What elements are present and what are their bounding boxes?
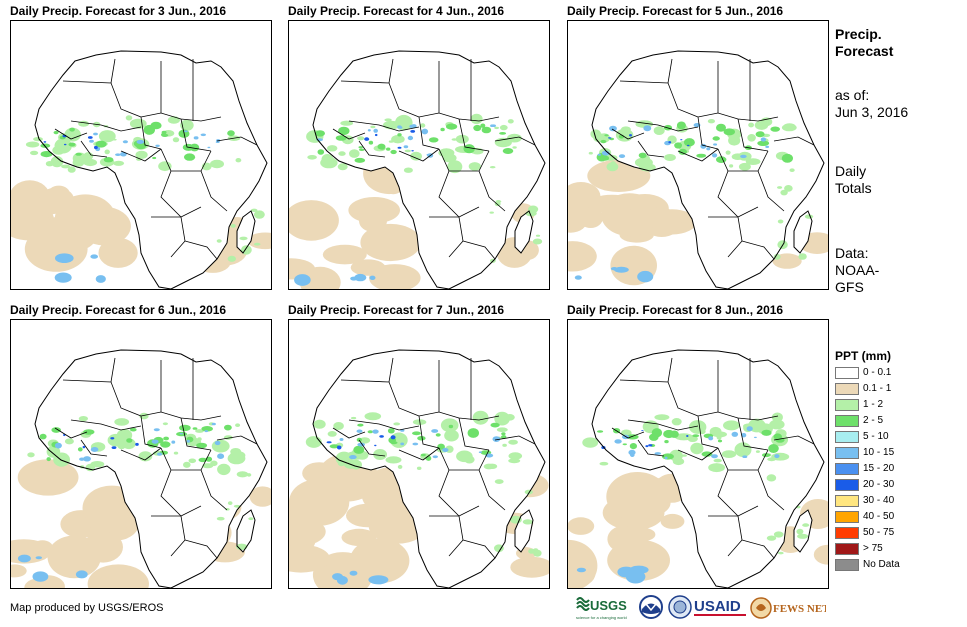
legend-swatch [835, 479, 859, 491]
legend-swatch [835, 463, 859, 475]
panel-title: Daily Precip. Forecast for 6 Jun., 2016 [10, 303, 227, 317]
legend-item: 15 - 20 [835, 463, 955, 476]
legend-item: 5 - 10 [835, 431, 955, 444]
legend-label: 15 - 20 [863, 463, 895, 474]
legend-swatch [835, 415, 859, 427]
sidebar-totals: Daily Totals [835, 163, 872, 197]
legend-item: 40 - 50 [835, 511, 955, 524]
svg-text:FEWS NET: FEWS NET [773, 603, 826, 615]
legend-item: 30 - 40 [835, 495, 955, 508]
svg-text:USGS: USGS [590, 598, 627, 613]
forecast-panel-jun-7: Daily Precip. Forecast for 7 Jun., 2016 [288, 303, 550, 589]
legend-label: 30 - 40 [863, 495, 895, 506]
sidebar-totals-line1: Daily [835, 163, 867, 179]
usaid-logo: USAID [694, 594, 748, 622]
legend-swatch [835, 543, 859, 555]
panel-title: Daily Precip. Forecast for 4 Jun., 2016 [288, 4, 505, 18]
legend-item: 0.1 - 1 [835, 383, 955, 396]
sidebar-asof: as of: Jun 3, 2016 [835, 87, 908, 121]
legend-swatch [835, 431, 859, 443]
fews-net-logo: FEWS NET [750, 594, 830, 622]
legend-label: 40 - 50 [863, 511, 895, 522]
legend-label: 0.1 - 1 [863, 383, 892, 394]
forecast-panel-jun-3: Daily Precip. Forecast for 3 Jun., 2016 [10, 4, 272, 290]
forecast-panel-jun-8: Daily Precip. Forecast for 8 Jun., 2016 [567, 303, 829, 589]
usgs-logo: USGS science for a changing world [576, 594, 632, 622]
forecast-panel-jun-4: Daily Precip. Forecast for 4 Jun., 2016 [288, 4, 550, 290]
legend-label: 1 - 2 [863, 399, 884, 410]
legend-item: No Data [835, 559, 955, 572]
legend-swatch [835, 495, 859, 507]
panel-title: Daily Precip. Forecast for 8 Jun., 2016 [567, 303, 784, 317]
precip-map [567, 319, 829, 589]
legend-swatch [835, 447, 859, 459]
sidebar-asof-date: Jun 3, 2016 [835, 104, 909, 120]
sidebar-totals-line2: Totals [835, 180, 872, 196]
sidebar-source: Data: NOAA- GFS [835, 245, 879, 296]
sidebar-asof-line1: as of: [835, 87, 870, 103]
legend-label: 10 - 15 [863, 447, 895, 458]
svg-text:USAID: USAID [694, 598, 741, 615]
sidebar-heading: Precip. Forecast [835, 26, 893, 60]
sidebar-heading-line1: Precip. [835, 26, 882, 42]
precip-map [288, 20, 550, 290]
legend-swatch [835, 367, 859, 379]
legend-label: 50 - 75 [863, 527, 895, 538]
precip-map [567, 20, 829, 290]
legend-label: 0 - 0.1 [863, 367, 892, 378]
legend-label: > 75 [863, 543, 883, 554]
legend-item: 1 - 2 [835, 399, 955, 412]
legend-swatch [835, 511, 859, 523]
legend-label: 5 - 10 [863, 431, 889, 442]
legend-item: 0 - 0.1 [835, 367, 955, 380]
svg-text:science for a changing world: science for a changing world [576, 615, 627, 620]
legend-label: 2 - 5 [863, 415, 884, 426]
panel-title: Daily Precip. Forecast for 7 Jun., 2016 [288, 303, 505, 317]
noaa-logo [638, 594, 664, 622]
legend-swatch [835, 383, 859, 395]
legend-swatch [835, 399, 859, 411]
precip-map [10, 20, 272, 290]
sidebar-heading-line2: Forecast [835, 43, 894, 59]
legend-label: 20 - 30 [863, 479, 895, 490]
map-credit: Map produced by USGS/EROS [10, 602, 164, 614]
panel-title: Daily Precip. Forecast for 3 Jun., 2016 [10, 4, 227, 18]
sidebar-source-line3: GFS [835, 279, 864, 295]
legend-item: 2 - 5 [835, 415, 955, 428]
legend-item: > 75 [835, 543, 955, 556]
partner-logos: USGS science for a changing world USAID … [576, 594, 830, 622]
seal-logo [668, 594, 692, 622]
sidebar-source-line1: Data: [835, 245, 869, 261]
legend-item: 20 - 30 [835, 479, 955, 492]
legend-title: PPT (mm) [835, 349, 892, 363]
legend-item: 10 - 15 [835, 447, 955, 460]
legend-swatch [835, 559, 859, 571]
forecast-panel-jun-6: Daily Precip. Forecast for 6 Jun., 2016 [10, 303, 272, 589]
legend-swatch [835, 527, 859, 539]
sidebar-source-line2: NOAA- [835, 262, 880, 278]
precip-map [10, 319, 272, 589]
forecast-panel-jun-5: Daily Precip. Forecast for 5 Jun., 2016 [567, 4, 829, 290]
legend-item: 50 - 75 [835, 527, 955, 540]
precip-map [288, 319, 550, 589]
panel-title: Daily Precip. Forecast for 5 Jun., 2016 [567, 4, 784, 18]
legend-label: No Data [863, 559, 900, 570]
